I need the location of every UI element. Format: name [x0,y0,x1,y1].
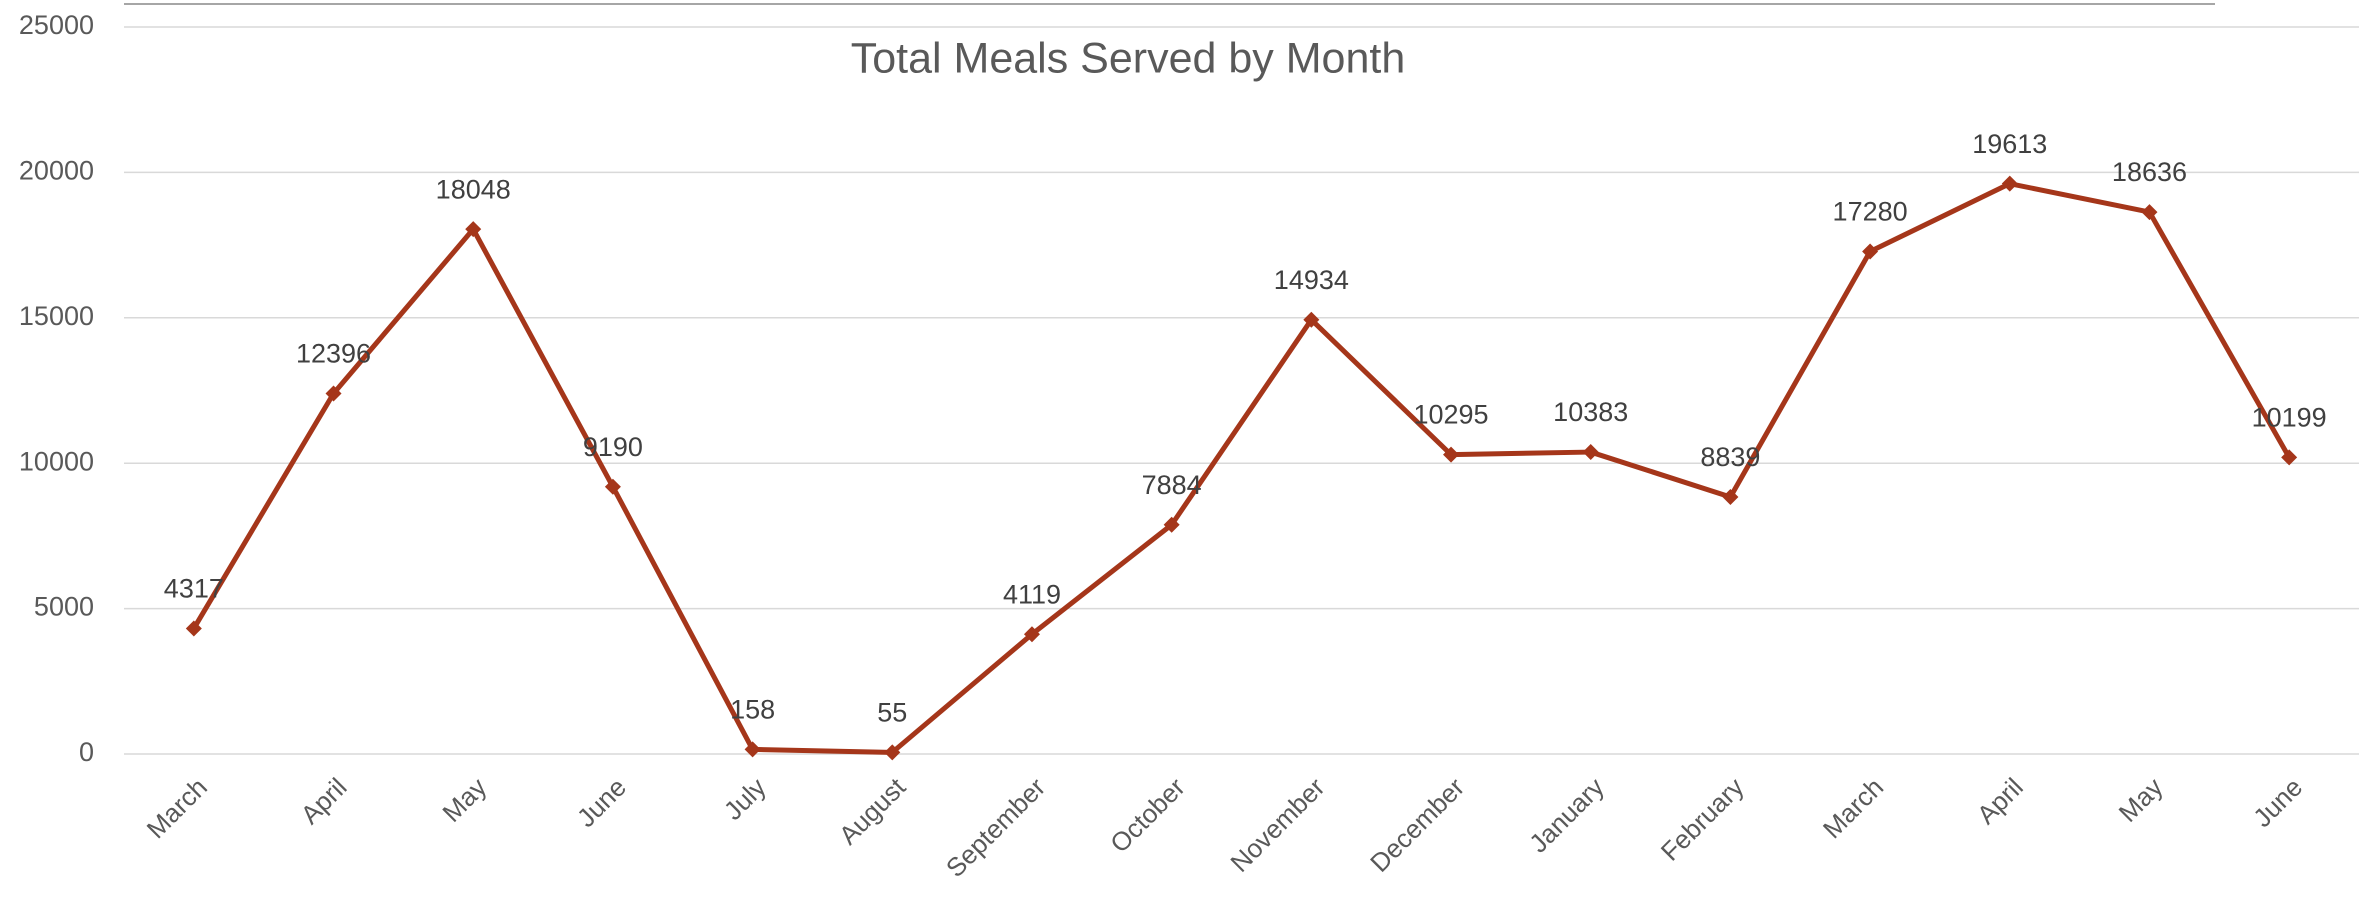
data-label: 4317 [164,574,224,604]
y-tick-label: 10000 [19,446,94,476]
marker [884,744,901,761]
y-tick-label: 15000 [19,301,94,331]
x-tick-label: March [141,772,213,844]
y-tick-label: 0 [79,737,94,767]
marker [1582,444,1599,461]
y-tick-label: 5000 [34,592,94,622]
data-label: 18636 [2112,157,2187,187]
marker [604,478,621,495]
marker [2281,449,2298,466]
data-label: 7884 [1142,470,1202,500]
x-tick-label: December [1364,772,1470,878]
data-label: 18048 [436,174,511,204]
data-label: 8839 [1700,442,1760,472]
marker [1023,626,1040,643]
marker [465,221,482,238]
x-tick-label: June [571,772,632,833]
data-label: 10383 [1553,397,1628,427]
line [191,181,2292,755]
chart-title: Total Meals Served by Month [851,34,1406,82]
marker [1722,488,1739,505]
marker [325,385,342,402]
data-label: 4119 [1003,579,1061,609]
data-label: 55 [877,698,907,728]
x-tick-label: March [1817,772,1889,844]
x-tick-label: September [940,772,1051,883]
x-tick-label: June [2247,772,2308,833]
marker [1862,243,1879,260]
y-tick-label: 20000 [19,156,94,186]
x-tick-label: January [1523,772,1610,859]
data-label: 12396 [296,339,371,369]
marker [744,741,761,758]
x-tick-label: October [1104,772,1191,859]
marker [1163,516,1180,533]
x-tick-label: May [436,772,492,828]
x-tick-label: April [295,772,353,830]
data-label: 14934 [1274,265,1349,295]
data-label: 9190 [583,432,643,462]
x-tick-label: July [718,772,772,826]
x-tick-label: November [1224,772,1330,878]
y-tick-label: 25000 [19,10,94,40]
marker [1443,446,1460,463]
marker [185,620,202,637]
data-label: 10199 [2252,403,2327,433]
data-label: 158 [730,695,775,725]
x-tick-label: April [1971,772,2029,830]
x-tick-label: August [833,771,912,850]
x-tick-label: February [1655,772,1750,867]
data-label: 17280 [1833,197,1908,227]
marker [1303,311,1320,328]
marker [2141,204,2158,221]
data-label: 19613 [1972,129,2047,159]
data-label: 10295 [1413,400,1488,430]
marker [2001,175,2018,192]
x-tick-label: May [2113,772,2169,828]
